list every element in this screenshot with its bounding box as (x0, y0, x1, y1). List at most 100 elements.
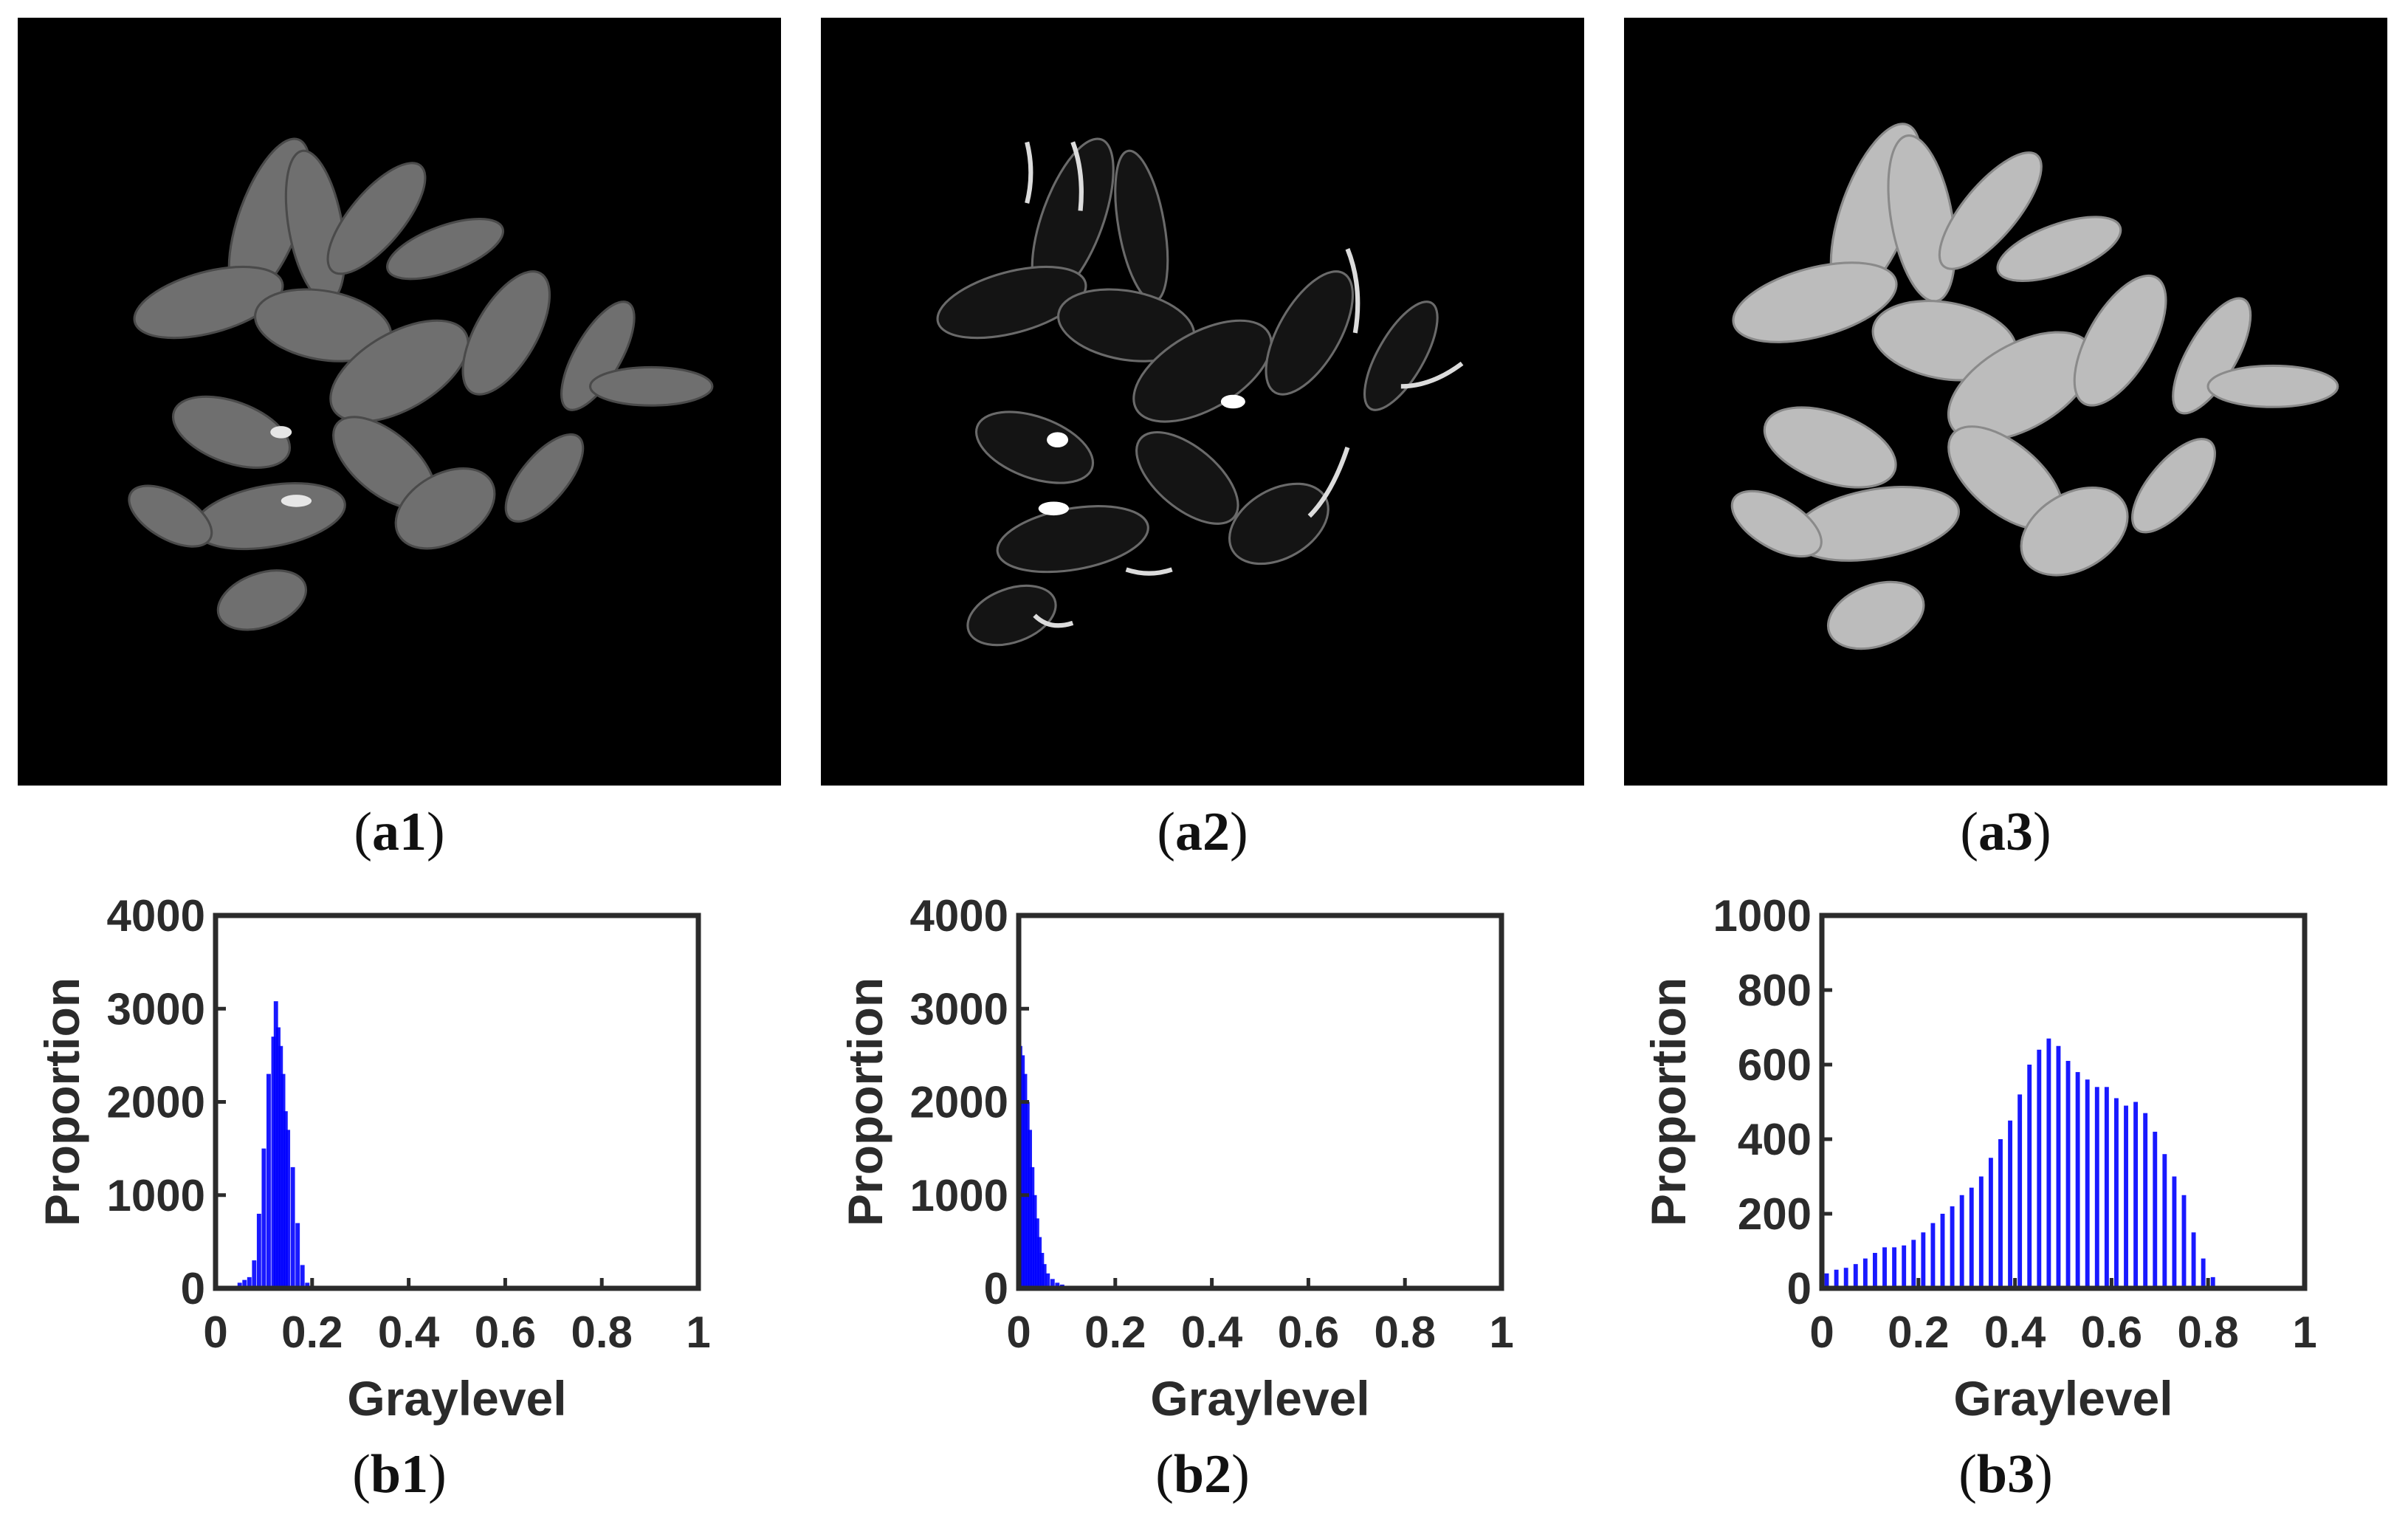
bar-b3-15 (1969, 1187, 1974, 1288)
bar-b2-2 (1022, 1073, 1028, 1288)
plant-image-a1 (18, 20, 781, 783)
ytick-label-b1-0: 0 (181, 1264, 205, 1313)
bar-b3-24 (2056, 1045, 2061, 1288)
bar-b3-37 (2181, 1195, 2187, 1288)
bar-b3-5 (1872, 1253, 1877, 1288)
xtick-label-b3-2: 0.4 (1984, 1308, 2046, 1357)
bar-b3-19 (2008, 1120, 2013, 1288)
xlabel-b1: Graylevel (347, 1371, 566, 1426)
xtick-label-b2-1: 0.2 (1084, 1308, 1146, 1357)
bar-b1-11 (278, 1045, 283, 1288)
bar-b3-40 (2210, 1277, 2215, 1288)
histogram-b3: 0 0.2 0.4 0.6 0.8 1 0 200 400 600 800 1000 Graylevel… (1641, 891, 2317, 1426)
xtick-label-b2-4: 0.8 (1374, 1308, 1435, 1357)
bar-b3-9 (1911, 1240, 1916, 1288)
bar-b3-8 (1902, 1245, 1907, 1288)
bar-b3-4 (1862, 1258, 1868, 1288)
xtick-label-b2-5: 1 (1489, 1308, 1513, 1357)
bar-b3-14 (1959, 1195, 1964, 1288)
ytick-label-b2-4: 4000 (910, 891, 1008, 941)
ytick-label-b2-0: 0 (984, 1264, 1008, 1313)
bar-b1-8 (271, 1037, 276, 1288)
ytick-label-b3-5: 1000 (1713, 891, 1812, 941)
bar-b3-22 (2037, 1049, 2042, 1288)
bar-b1-12 (281, 1073, 286, 1288)
panel-image-a2 (821, 18, 1584, 786)
ytick-label-b3-4: 800 (1738, 966, 1812, 1015)
xtick-label-b3-1: 0.2 (1888, 1308, 1949, 1357)
xtick-label-b1-3: 0.6 (475, 1308, 536, 1357)
xlabel-b2: Graylevel (1150, 1371, 1369, 1426)
bar-b1-10 (276, 1027, 281, 1288)
bar-b3-18 (1998, 1139, 2003, 1288)
bar-b3-31 (2124, 1105, 2128, 1288)
bar-b3-20 (2017, 1094, 2023, 1288)
caption-b3: (b3) (1958, 1444, 2053, 1505)
bar-b3-2 (1843, 1268, 1848, 1288)
ytick-label-b1-4: 4000 (107, 891, 205, 941)
histogram-b2: 0 0.2 0.4 0.6 0.8 1 0 1000 2000 3000 4000 Graylevel… (838, 891, 1514, 1426)
plot-frame-b2 (1016, 913, 1504, 1291)
bar-b3-34 (2153, 1131, 2158, 1288)
xtick-label-b3-0: 0 (1809, 1308, 1834, 1357)
ylabel-b3: Proportion (1641, 977, 1696, 1226)
ytick-label-b2-3: 3000 (910, 984, 1008, 1034)
bar-b3-28 (2094, 1087, 2099, 1288)
bar-b1-4 (252, 1260, 257, 1288)
panel-image-a1 (18, 18, 781, 786)
bar-b1-15 (290, 1166, 295, 1288)
bar-b1-6 (261, 1148, 266, 1288)
plot-frame-b3 (1819, 913, 2308, 1291)
plant-image-a3 (1624, 20, 2387, 783)
bar-b3-26 (2075, 1072, 2080, 1288)
bar-b1-18 (305, 1282, 310, 1288)
plant-image-a2 (821, 20, 1584, 783)
ytick-label-b3-3: 600 (1738, 1040, 1812, 1090)
bar-b3-21 (2027, 1065, 2032, 1288)
bar-b1-14 (286, 1130, 291, 1288)
bar-b2-12 (1050, 1279, 1055, 1288)
bar-b2-1 (1020, 1055, 1025, 1288)
xtick-label-b1-4: 0.8 (571, 1308, 632, 1357)
bar-b3-6 (1882, 1247, 1887, 1288)
bar-b3-39 (2201, 1258, 2206, 1288)
xtick-label-b3-4: 0.8 (2177, 1308, 2238, 1357)
caption-b1: (b1) (352, 1444, 447, 1505)
bar-b3-12 (1940, 1214, 1945, 1288)
ytick-label-b3-0: 0 (1787, 1264, 1812, 1313)
bar-b1-7 (266, 1073, 271, 1288)
xtick-label-b3-3: 0.6 (2081, 1308, 2142, 1357)
bar-b3-36 (2172, 1176, 2177, 1288)
bar-b3-0 (1824, 1273, 1829, 1288)
bar-b3-16 (1978, 1176, 1984, 1288)
bar-b2-10 (1042, 1264, 1047, 1288)
caption-a3: (a3) (1960, 802, 2051, 862)
bar-b3-1 (1834, 1269, 1839, 1288)
ytick-label-b3-1: 200 (1738, 1189, 1812, 1239)
bar-b1-3 (247, 1277, 252, 1288)
bar-b3-35 (2162, 1154, 2167, 1288)
xtick-label-b2-2: 0.4 (1181, 1308, 1243, 1357)
bar-b3-10 (1921, 1232, 1926, 1288)
bar-b2-11 (1045, 1273, 1050, 1288)
ylabel-b2: Proportion (838, 977, 892, 1226)
bar-b2-13 (1055, 1282, 1060, 1288)
bar-b1-9 (273, 1001, 278, 1288)
ytick-label-b2-2: 2000 (910, 1078, 1008, 1127)
bar-b3-25 (2065, 1060, 2071, 1288)
bar-b2-4 (1028, 1130, 1032, 1288)
bar-b1-2 (242, 1279, 247, 1288)
bar-b3-32 (2133, 1102, 2139, 1288)
bar-b3-13 (1950, 1206, 1955, 1288)
caption-b2: (b2) (1155, 1444, 1250, 1505)
bar-b2-7 (1034, 1218, 1039, 1288)
caption-a2: (a2) (1157, 802, 1248, 862)
bar-b2-5 (1030, 1166, 1035, 1288)
bar-b1-5 (256, 1214, 261, 1288)
bar-b1-17 (300, 1265, 305, 1288)
xtick-label-b1-2: 0.4 (378, 1308, 440, 1357)
xtick-label-b1-0: 0 (203, 1308, 227, 1357)
ytick-label-b1-3: 3000 (107, 984, 205, 1034)
ytick-label-b2-1: 1000 (910, 1171, 1008, 1220)
bar-b3-23 (2046, 1038, 2051, 1288)
